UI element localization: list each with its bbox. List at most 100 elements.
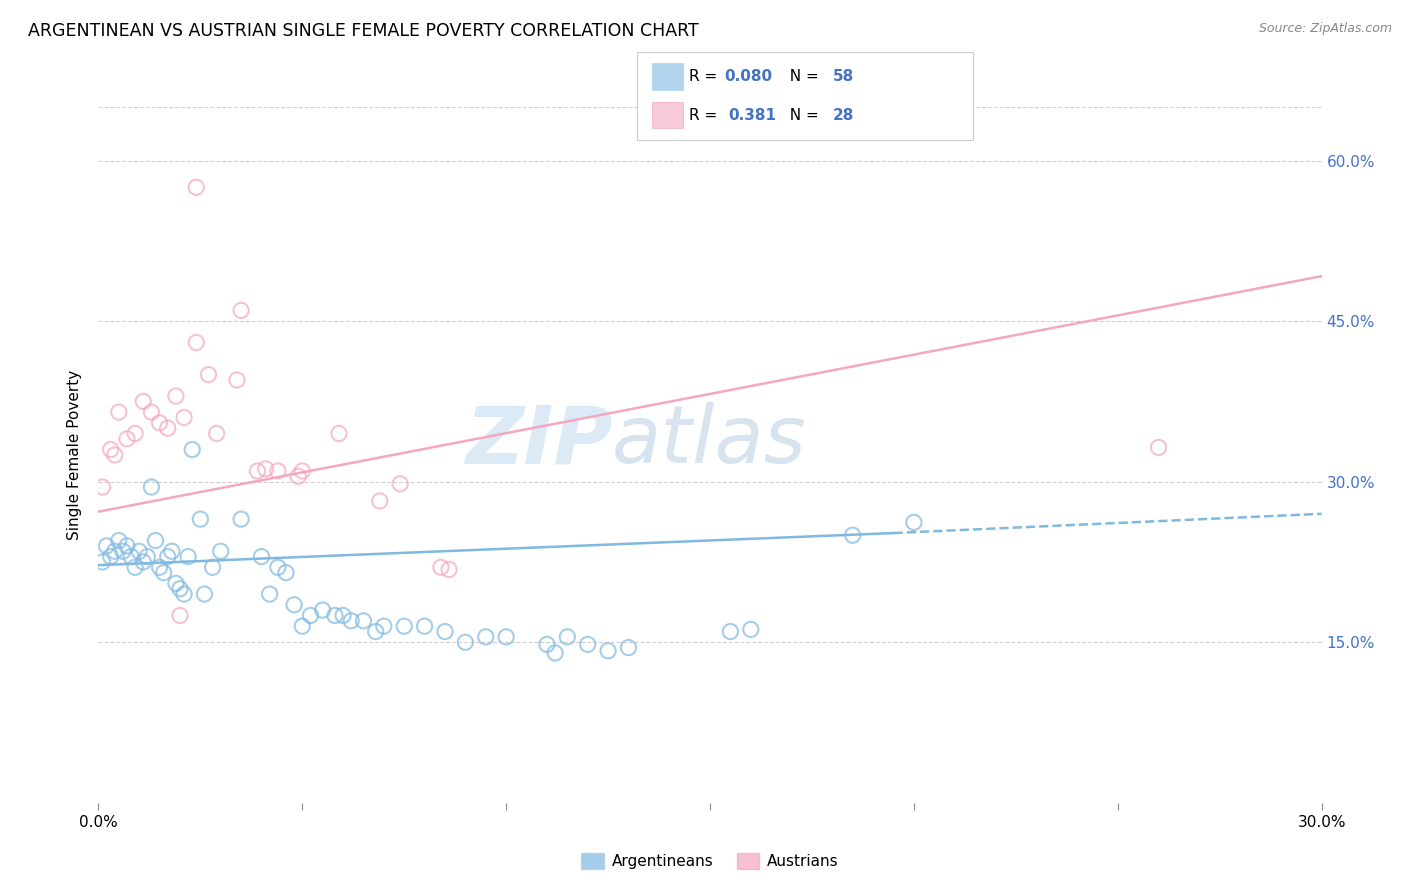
Point — [246, 464, 269, 478]
Text: 28: 28 — [832, 108, 853, 122]
Point — [136, 549, 159, 564]
Point — [454, 635, 477, 649]
Point — [291, 619, 314, 633]
Point — [598, 644, 620, 658]
Point — [169, 582, 191, 596]
Text: atlas: atlas — [612, 402, 807, 480]
Point — [149, 560, 172, 574]
Point — [474, 630, 498, 644]
Point — [124, 560, 146, 574]
Text: Source: ZipAtlas.com: Source: ZipAtlas.com — [1258, 22, 1392, 36]
Point — [389, 476, 412, 491]
Point — [173, 587, 195, 601]
Point — [274, 566, 297, 580]
Point — [226, 373, 249, 387]
Point — [576, 637, 599, 651]
Point — [132, 555, 155, 569]
Point — [141, 480, 163, 494]
Point — [903, 516, 925, 530]
Text: N =: N = — [780, 70, 824, 84]
Point — [141, 405, 163, 419]
Point — [169, 608, 191, 623]
Point — [115, 432, 138, 446]
Point — [186, 335, 208, 350]
Point — [430, 560, 453, 574]
Text: 58: 58 — [832, 70, 853, 84]
Point — [495, 630, 517, 644]
Point — [328, 426, 350, 441]
Point — [332, 608, 354, 623]
Point — [259, 587, 281, 601]
Point — [364, 624, 387, 639]
Point — [156, 549, 179, 564]
Point — [108, 405, 131, 419]
Point — [108, 533, 131, 548]
Point — [312, 603, 335, 617]
Text: R =: R = — [689, 108, 727, 122]
Point — [149, 416, 172, 430]
Point — [165, 389, 187, 403]
Point — [156, 421, 179, 435]
Point — [267, 560, 290, 574]
Point — [181, 442, 204, 457]
Point — [115, 539, 138, 553]
Point — [145, 533, 167, 548]
Point — [299, 608, 322, 623]
Point — [100, 549, 122, 564]
Point — [186, 180, 208, 194]
Text: R =: R = — [689, 70, 723, 84]
Point — [165, 576, 187, 591]
Point — [231, 303, 253, 318]
Point — [132, 394, 155, 409]
Point — [231, 512, 253, 526]
Text: N =: N = — [780, 108, 824, 122]
Point — [291, 464, 314, 478]
Point — [250, 549, 273, 564]
Point — [544, 646, 567, 660]
Point — [617, 640, 640, 655]
Point — [287, 469, 309, 483]
Point — [193, 587, 215, 601]
Point — [96, 539, 118, 553]
Point — [120, 549, 142, 564]
Point — [368, 494, 391, 508]
Point — [100, 442, 122, 457]
Point — [267, 464, 290, 478]
Point — [557, 630, 579, 644]
Point — [413, 619, 436, 633]
Text: 0.381: 0.381 — [728, 108, 776, 122]
Point — [124, 426, 146, 441]
Text: ZIP: ZIP — [465, 402, 612, 480]
Point — [205, 426, 228, 441]
Point — [177, 549, 200, 564]
Y-axis label: Single Female Poverty: Single Female Poverty — [67, 370, 83, 540]
Point — [152, 566, 174, 580]
Point — [536, 637, 558, 651]
Point — [160, 544, 183, 558]
Point — [201, 560, 224, 574]
Point — [340, 614, 363, 628]
Point — [188, 512, 212, 526]
Point — [104, 544, 127, 558]
Legend: Argentineans, Austrians: Argentineans, Austrians — [575, 847, 845, 875]
Point — [111, 544, 134, 558]
Point — [91, 555, 114, 569]
Point — [128, 544, 150, 558]
Text: 0.080: 0.080 — [724, 70, 772, 84]
Point — [352, 614, 374, 628]
Point — [197, 368, 219, 382]
Point — [437, 562, 460, 576]
Point — [392, 619, 416, 633]
Point — [1147, 441, 1170, 455]
Text: ARGENTINEAN VS AUSTRIAN SINGLE FEMALE POVERTY CORRELATION CHART: ARGENTINEAN VS AUSTRIAN SINGLE FEMALE PO… — [28, 22, 699, 40]
Point — [323, 608, 346, 623]
Point — [173, 410, 195, 425]
Point — [104, 448, 127, 462]
Point — [434, 624, 457, 639]
Point — [720, 624, 742, 639]
Point — [91, 480, 114, 494]
Point — [373, 619, 395, 633]
Point — [841, 528, 863, 542]
Point — [283, 598, 305, 612]
Point — [209, 544, 232, 558]
